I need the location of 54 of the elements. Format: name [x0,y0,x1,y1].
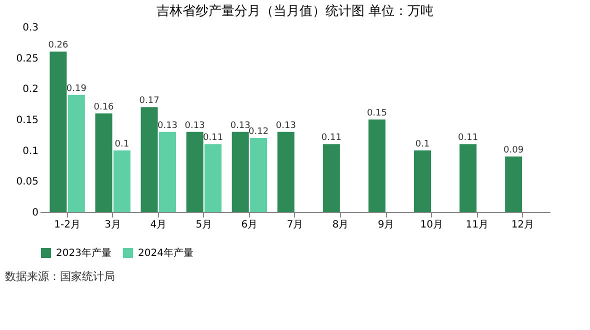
x-tick-label: 1-2月 [54,220,80,230]
data-label: 0.17 [139,96,160,106]
data-label: 0.13 [230,120,250,131]
data-label: 0.15 [366,108,387,118]
data-label: 0.19 [66,84,87,94]
data-label: 0.13 [276,120,296,131]
bar [232,132,249,212]
data-label: 0.1 [415,139,430,150]
legend-label: 2024年产量 [138,247,194,259]
legend-label: 2023年产量 [56,247,112,259]
bar [204,144,222,212]
y-tick-label: 0.1 [22,146,38,157]
bar [460,144,477,212]
data-label: 0.09 [504,146,524,156]
chart-title: 吉林省纱产量分月（当月值）统计图 单位：万吨 [156,4,434,19]
y-tick-label: 0 [32,208,38,218]
bar [368,120,386,212]
x-tick-label: 3月 [104,220,122,230]
x-tick-label: 12月 [511,220,534,230]
y-tick-label: 0.25 [16,53,38,64]
bar [505,156,522,212]
x-tick-label: 9月 [378,220,394,230]
bar [95,113,112,212]
data-label: 0.13 [157,120,178,131]
x-tick-label: 5月 [196,220,212,230]
source-note: 数据来源：国家统计局 [5,270,115,283]
bar [277,132,294,212]
y-tick-label: 0.3 [22,22,38,34]
x-tick-label: 8月 [332,220,349,230]
data-label: 0.11 [321,133,342,144]
x-tick-label: 4月 [150,220,167,230]
data-label: 0.11 [458,133,478,144]
bar [159,132,176,212]
bar [140,107,158,212]
data-label: 0.13 [184,120,205,131]
bar [250,138,268,212]
data-label: 0.16 [94,102,114,112]
bar [186,132,204,212]
bar [113,150,130,212]
bar [414,150,431,212]
data-label: 0.26 [48,40,69,51]
data-label: 0.12 [248,127,269,137]
data-label: 0.11 [203,133,224,144]
x-tick-label: 6月 [241,220,258,230]
x-tick-label: 11月 [466,220,489,230]
x-tick-label: 7月 [286,220,304,230]
bar [50,52,67,212]
x-tick-label: 10月 [420,220,443,230]
y-tick-label: 0.05 [16,176,38,188]
bar [322,144,340,212]
bar [68,94,85,212]
y-tick-label: 0.15 [16,115,38,126]
data-label: 0.1 [114,139,130,150]
y-tick-label: 0.2 [22,84,38,96]
